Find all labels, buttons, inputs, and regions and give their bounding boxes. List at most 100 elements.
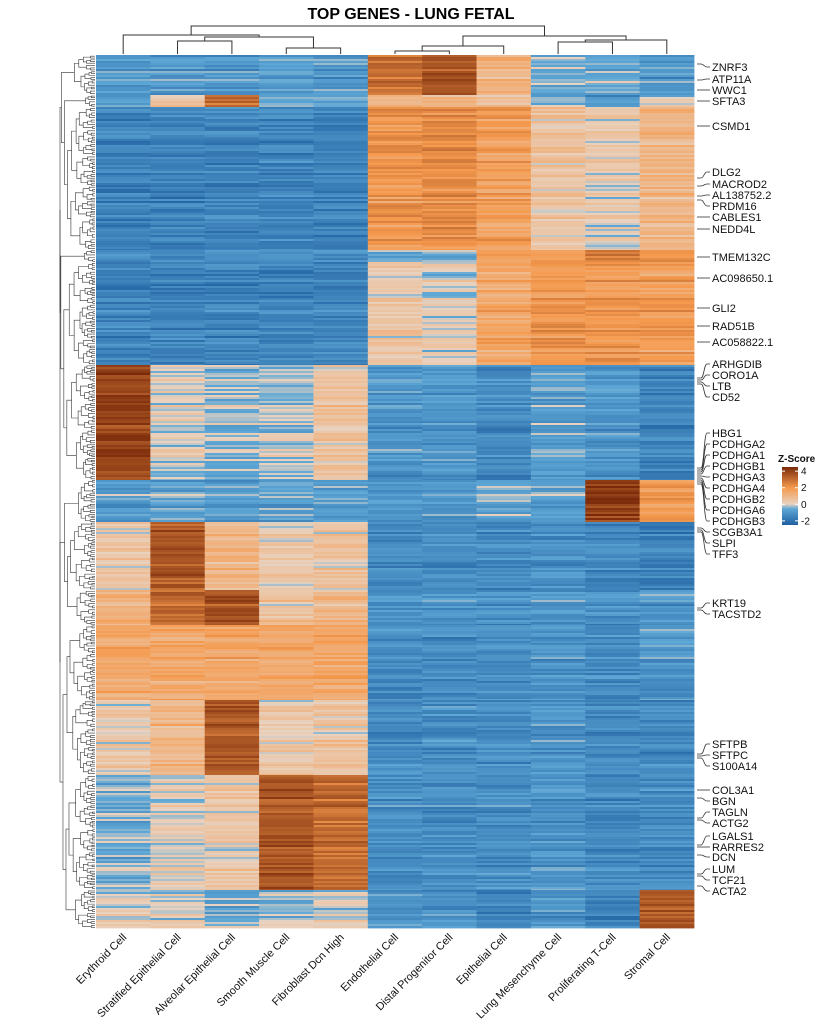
heatmap-cell [150,582,206,585]
heatmap-cell [313,574,369,577]
heatmap-cell [313,494,369,497]
heatmap-cell [367,542,423,545]
heatmap-cell [367,79,423,82]
heatmap-cell [96,296,151,299]
heatmap-cell [585,817,641,820]
heatmap-cell [530,165,586,168]
heatmap-cell [96,795,151,798]
heatmap-cell [422,437,477,440]
heatmap-cell [530,258,586,261]
dendrogram-branch [92,311,95,314]
heatmap-cell [585,159,641,162]
heatmap-cell [367,748,423,751]
heatmap-cell [367,320,423,323]
heatmap-cell [259,821,314,824]
heatmap-cell [476,385,532,388]
heatmap-cell [585,887,641,890]
heatmap-cell [367,847,423,850]
heatmap-cell [476,825,532,828]
heatmap-cell [367,91,423,94]
heatmap-cell [150,889,206,891]
heatmap-cell [585,482,641,485]
heatmap-cell [204,304,260,307]
heatmap-cell [422,199,477,202]
heatmap-cell [96,433,151,436]
heatmap-cell [585,637,641,640]
heatmap-cell [422,877,477,880]
heatmap-cell [422,362,477,365]
heatmap-cell [259,550,314,553]
heatmap-cell [259,177,314,180]
heatmap-cell [150,624,206,626]
heatmap-cell [204,582,260,585]
heatmap-cell [585,908,641,911]
heatmap-cell [204,552,260,555]
heatmap-cell [476,326,532,329]
heatmap-cell [259,546,314,549]
heatmap-cell [367,115,423,118]
heatmap-cell [639,768,695,771]
heatmap-cell [96,445,151,448]
heatmap-cell [259,697,314,700]
heatmap-cell [313,233,369,236]
heatmap-cell [476,740,532,743]
heatmap-cell [422,189,477,192]
heatmap-cell [476,726,532,729]
heatmap-cell [530,105,586,108]
heatmap-cell [204,312,260,315]
heatmap-cell [422,750,477,753]
heatmap-cell [259,580,314,583]
heatmap-cell [259,63,314,66]
heatmap-cell [422,675,477,678]
heatmap-cell [530,290,586,293]
heatmap-cell [585,797,641,800]
heatmap-cell [313,334,369,337]
heatmap-cell [585,811,641,814]
heatmap-cell [259,564,314,567]
heatmap-cell [150,119,206,122]
heatmap-cell [259,155,314,158]
heatmap-cell [259,135,314,138]
heatmap-cell [96,139,151,142]
heatmap-cell [313,695,369,698]
heatmap-cell [585,55,641,58]
heatmap-cell [313,841,369,844]
heatmap-cell [259,117,314,120]
heatmap-cell [422,843,477,846]
dendrogram-branch [86,87,92,93]
heatmap-cell [313,91,369,94]
heatmap-cell [367,720,423,723]
dendrogram-branch [90,203,95,207]
heatmap-cell [530,195,586,198]
heatmap-cell [530,429,586,432]
heatmap-cell [585,282,641,285]
heatmap-cell [150,667,206,670]
heatmap-cell [476,455,532,458]
heatmap-cell [96,770,151,773]
heatmap-cell [204,457,260,460]
heatmap-cell [150,871,206,874]
heatmap-cell [96,853,151,856]
heatmap-cell [313,266,369,269]
heatmap-cell [530,889,586,891]
heatmap-cell [313,667,369,670]
heatmap-cell [639,534,695,537]
heatmap-cell [639,284,695,287]
heatmap-cell [585,542,641,545]
heatmap-cell [639,865,695,868]
heatmap-cell [367,787,423,790]
heatmap-cell [96,620,151,623]
heatmap-cell [476,292,532,295]
heatmap-cell [530,673,586,676]
heatmap-cell [422,145,477,148]
heatmap-cell [476,892,532,895]
heatmap-cell [367,726,423,729]
heatmap-cell [204,197,260,200]
heatmap-cell [639,484,695,487]
heatmap-cell [585,473,641,476]
heatmap-cell [259,383,314,386]
heatmap-cell [422,175,477,178]
heatmap-cell [313,817,369,820]
heatmap-cell [530,522,586,525]
heatmap-cell [639,900,695,903]
